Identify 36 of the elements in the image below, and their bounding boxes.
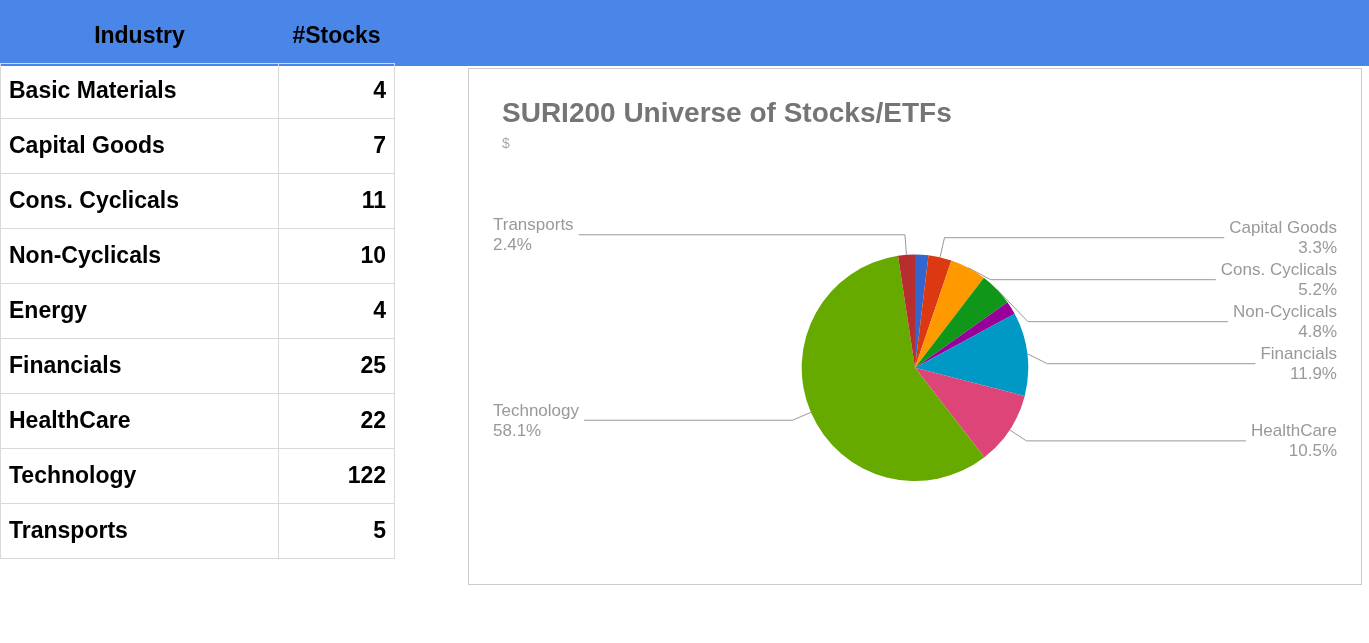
data-label: 25 [278, 338, 395, 393]
data-label: 3.3% [1298, 238, 1337, 258]
category-label: Non-Cyclicals [0, 228, 279, 283]
category-label: Energy [0, 283, 279, 338]
slice-label: Non-Cyclicals [1233, 302, 1337, 322]
slice-label: Capital Goods [1229, 218, 1337, 238]
slice-label: HealthCare [1251, 421, 1337, 441]
data-label: 5.2% [1298, 280, 1337, 300]
text: Industry [93, 20, 186, 50]
category-label: Transports [0, 503, 279, 558]
text: #Stocks [291, 20, 382, 50]
category-label: HealthCare [0, 393, 279, 448]
chart-title: SURI200 Universe of Stocks/ETFs [502, 96, 952, 128]
data-label: 4 [278, 63, 395, 118]
data-label: 10.5% [1288, 441, 1337, 461]
slice-label: Technology [493, 400, 580, 420]
category-label: Technology [0, 448, 279, 503]
data-label: 11.9% [1290, 364, 1337, 384]
category-label: Basic Materials [0, 63, 279, 118]
data-label: 5 [278, 503, 395, 558]
data-label: 122 [278, 448, 395, 503]
category-label: Cons. Cyclicals [0, 173, 279, 228]
category-label: Capital Goods [0, 118, 279, 173]
data-label: 58.1% [493, 420, 542, 440]
data-label: 10 [278, 228, 395, 283]
data-label: 11 [278, 173, 395, 228]
slice-label: Cons. Cyclicals [1220, 260, 1337, 280]
data-label: 4 [278, 283, 395, 338]
data-label: 2.4% [493, 235, 532, 255]
slice-label: Financials [1260, 344, 1337, 364]
data-label: 7 [278, 118, 395, 173]
data-label: 4.8% [1298, 322, 1337, 342]
slice-label: Transports [493, 215, 574, 235]
category-label: Financials [0, 338, 279, 393]
chart-subtitle: $ [502, 135, 510, 151]
data-label: 22 [278, 393, 395, 448]
